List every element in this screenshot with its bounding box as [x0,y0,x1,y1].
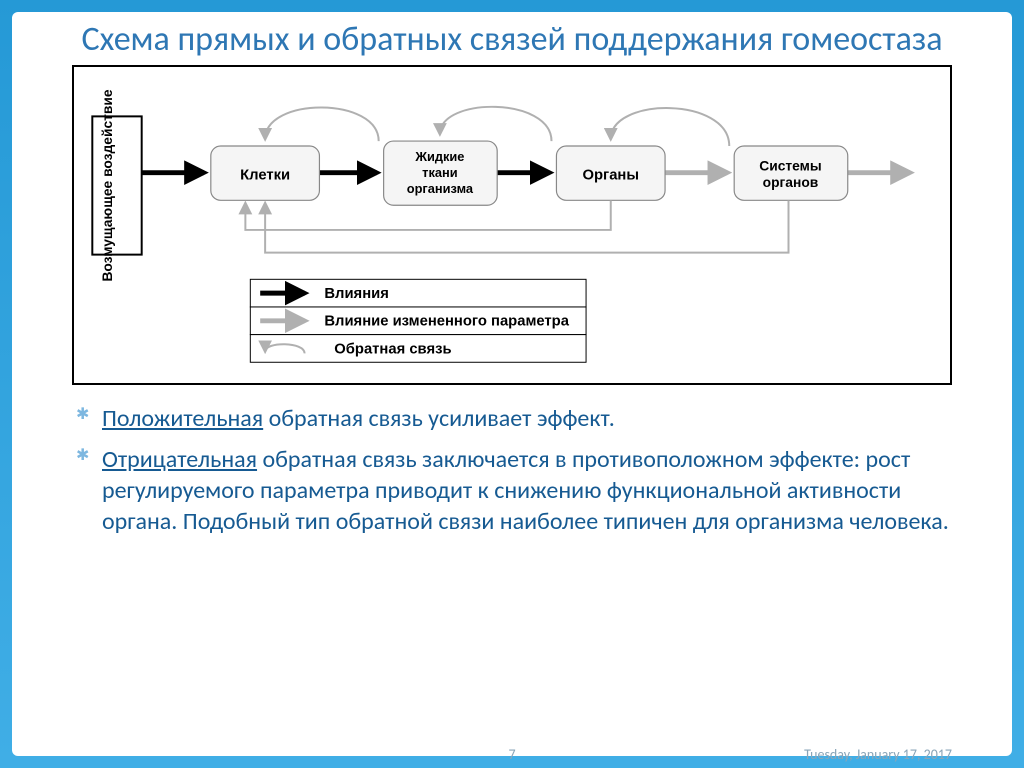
bullet-2-underline: Отрицательная [102,445,257,474]
homeostasis-diagram: Возмущающее воздействие Клетки Жидкие [72,65,952,385]
bullet-list: Положительная обратная связь усиливает э… [12,395,1012,538]
slide-title: Схема прямых и обратных связей поддержан… [12,12,1012,65]
svg-text:Органы: Органы [582,167,639,183]
svg-text:организма: организма [407,181,474,196]
diagram-svg: Возмущающее воздействие Клетки Жидкие [74,67,950,383]
legend: Влияния Влияние измененного параметра Об… [250,279,586,362]
bullet-2: Отрицательная обратная связь заключается… [82,444,962,538]
bullet-1: Положительная обратная связь усиливает э… [82,403,962,434]
slide-date: Tuesday, January 17, 2017 [804,746,952,763]
node-organs: Органы [556,146,665,200]
page-number: 7 [508,746,515,763]
node-fluids: Жидкие ткани организма [384,141,498,205]
svg-text:Системы: Системы [759,157,821,173]
bullet-1-underline: Положительная [102,404,263,433]
svg-text:органов: органов [763,174,819,190]
svg-text:Клетки: Клетки [240,167,290,183]
svg-text:Жидкие: Жидкие [414,149,464,164]
svg-text:Обратная связь: Обратная связь [334,341,451,357]
feedback-arcs-top [265,107,729,146]
svg-text:Влияние измененного параметра: Влияние измененного параметра [324,314,569,330]
node-systems: Системы органов [734,146,848,200]
bullet-1-rest: обратная связь усиливает эффект. [263,404,615,433]
disturbance-label-1: Возмущающее воздействие [99,89,115,281]
node-cells: Клетки [211,146,320,200]
feedback-bottom [245,200,788,252]
svg-text:Влияния: Влияния [324,286,388,302]
svg-text:ткани: ткани [422,165,457,180]
